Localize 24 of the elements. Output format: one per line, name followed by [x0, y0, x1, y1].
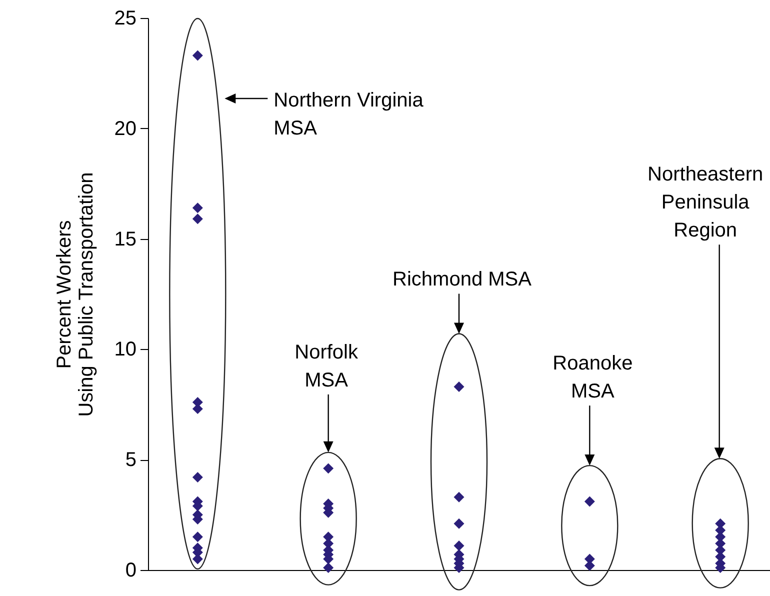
point — [192, 472, 203, 483]
point — [192, 214, 203, 224]
y-tick-label: 0 — [125, 560, 136, 582]
annotation: Northeastern Peninsula Region — [648, 164, 764, 242]
y-tick-label: 20 — [114, 118, 136, 140]
point — [192, 532, 203, 542]
annotation: Northern Virginia MSA — [274, 90, 424, 140]
y-tick-label: 15 — [114, 228, 136, 250]
point — [192, 202, 203, 214]
point — [454, 381, 464, 392]
point — [454, 518, 464, 529]
point — [323, 463, 334, 474]
y-tick-label: 25 — [114, 8, 136, 30]
annotation: Roanoke MSA — [552, 352, 633, 403]
point — [454, 540, 464, 551]
annotation: Richmond MSA — [392, 268, 532, 291]
point — [584, 496, 595, 507]
annotation: Norfolk MSA — [294, 341, 359, 392]
point — [192, 50, 203, 61]
point — [454, 492, 464, 502]
point — [323, 562, 334, 574]
y-tick-label: 10 — [114, 338, 136, 361]
y-tick-label: 5 — [125, 449, 136, 472]
y-axis-title: Percent Workers Using Public Transportation — [53, 172, 98, 417]
